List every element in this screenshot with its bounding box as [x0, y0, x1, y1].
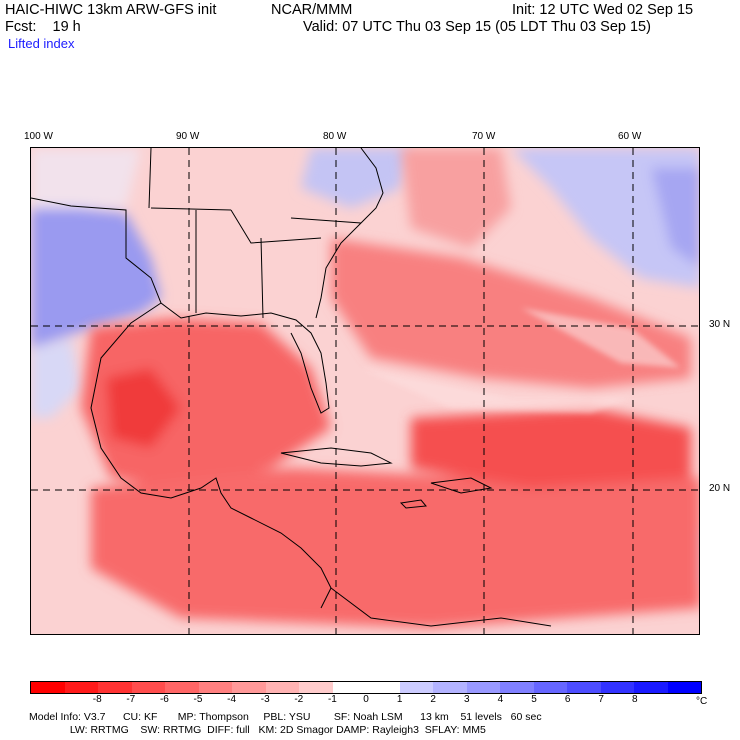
colorbar-tick-label: -7	[126, 694, 136, 705]
model-info-line1: Model Info: V3.7 CU: KF MP: Thompson PBL…	[29, 711, 542, 723]
unstable-caribbean-area	[91, 468, 699, 628]
lifted-index-map	[30, 147, 700, 635]
cuba-coastline	[280, 447, 393, 467]
mexico-central-america-coastline	[90, 302, 332, 609]
latlon-grid	[31, 148, 699, 634]
color-scale-ticks: -8 -7 -6 -5 -4 -3 -2 -1 0 1 2 3 4 5 6 7 8	[30, 694, 702, 708]
color-swatch	[265, 682, 299, 693]
model-info-line2: LW: RRTMG SW: RRTMG DIFF: full KM: 2D Sm…	[29, 724, 486, 736]
field-name: Lifted index	[8, 36, 75, 51]
color-swatch	[600, 682, 634, 693]
south-america-coastline	[330, 587, 552, 627]
lon-label-80w: 80 W	[323, 131, 347, 142]
lat-label-30n: 30 N	[709, 319, 731, 330]
unstable-gulf-core	[106, 368, 181, 448]
lon-label-100w: 100 W	[24, 131, 53, 142]
colorbar-tick-label: 3	[464, 694, 470, 705]
light-streak-1	[361, 368, 631, 413]
color-swatch	[98, 682, 132, 693]
colorbar-tick-label: 7	[598, 694, 604, 705]
lon-label-70w: 70 W	[472, 131, 496, 142]
colorbar-tick-label: -1	[327, 694, 337, 705]
stable-ne-atlantic-area	[651, 168, 699, 267]
color-swatch	[165, 682, 199, 693]
state-borders	[148, 148, 362, 319]
color-swatch	[634, 682, 668, 693]
color-swatch	[64, 682, 98, 693]
color-swatch	[399, 682, 433, 693]
light-streak-2	[521, 308, 681, 368]
stable-north-atlantic-area	[511, 148, 699, 288]
colorbar-tick-label: 6	[564, 694, 571, 705]
stable-texas-area	[31, 203, 161, 348]
org-label: NCAR/MMM	[271, 2, 353, 18]
valid-time: Valid: 07 UTC Thu 03 Sep 15 (05 LDT Thu …	[303, 19, 651, 35]
colorbar-tick-label: -5	[193, 694, 203, 705]
unstable-central-atlantic	[411, 408, 691, 488]
color-scale-bar	[30, 681, 702, 694]
color-swatch	[232, 682, 266, 693]
color-swatch	[131, 682, 165, 693]
unit-label: °C	[696, 696, 708, 707]
light-streaks	[361, 308, 681, 413]
colorbar-tick-label: -8	[92, 694, 102, 705]
color-swatch	[433, 682, 467, 693]
color-swatch	[332, 682, 366, 693]
colorbar-tick-label: -2	[294, 694, 304, 705]
stable-mexico-area	[31, 338, 81, 418]
colorbar-tick-label: 4	[497, 694, 504, 705]
lat-label-20n: 20 N	[709, 483, 731, 494]
colorbar-tick-label: 0	[363, 694, 369, 705]
colorbar-tick-label: -4	[227, 694, 237, 705]
us-gulf-coastline	[31, 197, 330, 414]
color-swatch	[31, 682, 65, 693]
forecast-hour: Fcst: 19 h	[5, 19, 81, 35]
lon-label-60w: 60 W	[618, 131, 642, 142]
colorbar-tick-label: -6	[159, 694, 169, 705]
stable-plains-area	[31, 148, 141, 208]
color-swatch	[198, 682, 232, 693]
color-swatch	[500, 682, 534, 693]
color-swatch	[466, 682, 500, 693]
init-time: Init: 12 UTC Wed 02 Sep 15	[512, 2, 694, 18]
lon-label-90w: 90 W	[176, 131, 200, 142]
colorbar-tick-label: 8	[632, 694, 638, 705]
unstable-regions	[81, 148, 699, 628]
coastlines	[31, 148, 552, 627]
color-swatch	[567, 682, 601, 693]
colorbar-tick-label: 5	[531, 694, 537, 705]
color-swatch	[299, 682, 333, 693]
model-title: HAIC-HIWC 13km ARW-GFS init	[5, 2, 217, 18]
colorbar-tick-label: -3	[260, 694, 270, 705]
color-swatch	[366, 682, 400, 693]
color-swatch	[533, 682, 567, 693]
jamaica-coastline	[399, 499, 427, 509]
map-svg	[31, 148, 699, 634]
colorbar-tick-label: 1	[396, 694, 403, 705]
colorbar-tick-label: 2	[430, 694, 436, 705]
color-swatch	[667, 682, 701, 693]
